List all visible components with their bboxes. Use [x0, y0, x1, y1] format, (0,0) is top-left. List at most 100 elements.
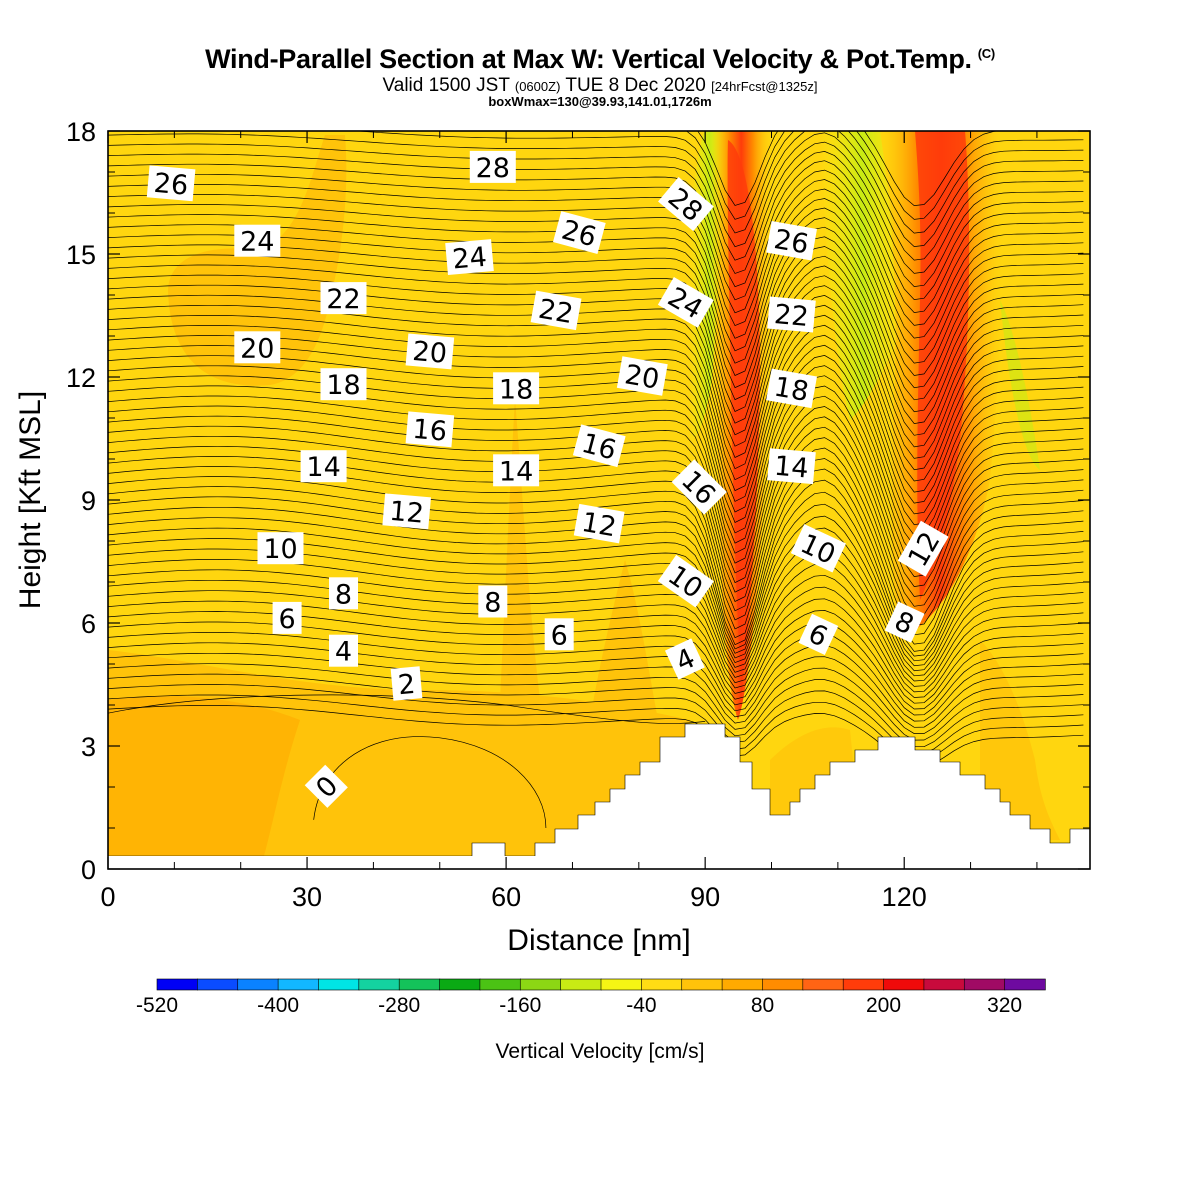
theta-contour-line — [108, 574, 1084, 693]
contour-label-box — [671, 459, 727, 515]
colorbar-swatch — [842, 978, 885, 991]
contour-label: 28 — [658, 176, 714, 232]
contour-label-box — [234, 331, 281, 364]
theta-contour-line — [108, 586, 1084, 698]
utc-time: (0600Z) — [514, 79, 561, 94]
contour-label-box — [766, 220, 818, 261]
theta-contour-line — [108, 304, 1084, 482]
contour-label: 14 — [300, 450, 347, 483]
colorbar-title: Vertical Velocity [cm/s] — [496, 1040, 705, 1063]
contour-label-box — [405, 333, 455, 370]
chart-subtitle: Valid 1500 JST (0600Z) TUE 8 Dec 2020 [2… — [0, 75, 1200, 97]
field-region — [108, 696, 300, 869]
contour-label-box — [657, 276, 714, 328]
theta-contour-line — [108, 652, 1084, 734]
contour-label: 18 — [320, 368, 367, 401]
field-region — [1000, 300, 1040, 470]
contour-label: 18 — [493, 372, 540, 405]
contour-label: 6 — [544, 618, 574, 651]
theta-contour-line — [697, 131, 1001, 206]
contour-label: 8 — [478, 585, 508, 619]
colorbar-swatch — [237, 978, 279, 991]
theta-contour-line — [108, 265, 1084, 436]
theta-contour-line — [108, 426, 1084, 607]
colorbar-tick-label: -160 — [499, 994, 541, 1017]
theta-contour-line — [108, 694, 706, 724]
contour-label-text: 20 — [622, 359, 661, 395]
x-tick-label: 30 — [292, 882, 322, 912]
x-tick-label: 120 — [882, 882, 927, 912]
contour-label-text: 16 — [411, 414, 448, 448]
contour-label-box — [320, 368, 367, 401]
contour-label-text: 18 — [499, 374, 533, 405]
colorbar-swatch — [318, 978, 360, 991]
contour-label-box — [573, 503, 625, 544]
y-tick-label: 18 — [66, 117, 96, 147]
field-region — [590, 560, 660, 730]
contour-label-box — [272, 601, 302, 634]
theta-contour-line — [108, 563, 1084, 687]
colorbar-swatch — [923, 978, 965, 991]
contour-label-box — [478, 585, 508, 618]
y-tick-label: 15 — [66, 240, 96, 270]
theta-contour-line — [108, 295, 1084, 471]
terrain-mask — [108, 723, 1090, 869]
box-info: boxWmax=130@39.93,141.01,1726m — [488, 94, 712, 109]
contour-label: 6 — [798, 613, 839, 656]
y-tick-label: 3 — [81, 732, 96, 762]
colorbar-tick-label: -280 — [378, 994, 420, 1017]
contour-label: 20 — [616, 356, 668, 396]
contour-label-box — [493, 454, 540, 487]
x-axis-title: Distance [nm] — [507, 924, 690, 957]
theta-contour-line — [108, 246, 1084, 413]
theta-contour-line — [108, 515, 1084, 667]
contour-label: 4 — [329, 634, 358, 668]
contour-label-text: 24 — [240, 227, 274, 258]
contour-label-text: 6 — [279, 604, 296, 635]
contour-label-text: 18 — [326, 370, 360, 401]
theta-contour-line — [108, 141, 1084, 274]
colorbar-swatch — [156, 978, 199, 991]
contour-label: 20 — [405, 333, 455, 370]
colorbar-swatch — [1004, 978, 1046, 991]
contour-label-box — [884, 601, 925, 643]
theta-contour-line — [108, 188, 1084, 339]
contour-label: 12 — [573, 503, 625, 544]
contour-label: 16 — [405, 411, 455, 448]
contour-label-text: 24 — [451, 242, 488, 276]
contour-label-box — [664, 638, 705, 680]
contour-label-text: 26 — [772, 224, 811, 260]
colorbar-tick-label: 200 — [866, 994, 901, 1017]
theta-contour-line — [108, 255, 1084, 424]
theta-contour-line — [108, 673, 1084, 748]
contour-label: 26 — [766, 220, 818, 261]
contour-label: 2 — [390, 666, 423, 701]
contour-label: 18 — [766, 368, 818, 409]
colorbar-swatch — [560, 978, 602, 991]
contour-label: 28 — [469, 150, 516, 184]
theta-contour-line — [108, 598, 1084, 704]
axes: 0 30 60 90 120 0 3 6 9 12 15 18 — [66, 117, 1090, 912]
contour-label-text: 14 — [499, 456, 533, 487]
contour-label: 22 — [767, 296, 816, 333]
contour-label-text: 28 — [476, 153, 510, 184]
theta-contour-line — [685, 131, 1084, 220]
y-axis-title: Height [Kft MSL] — [14, 391, 47, 609]
contour-label: 8 — [329, 577, 358, 610]
contour-label-box — [798, 613, 839, 656]
contour-label: 22 — [530, 290, 582, 331]
theta-contour-line — [108, 642, 1084, 728]
contour-label: 8 — [884, 601, 925, 643]
colorbar-swatch — [641, 978, 683, 991]
contour-label-box — [304, 764, 348, 808]
contour-label: 24 — [445, 239, 494, 276]
contour-label: 6 — [272, 601, 302, 635]
contour-label-text: 22 — [536, 294, 575, 330]
colorbar-swatch — [358, 978, 400, 991]
contour-label-text: 20 — [240, 333, 274, 364]
contour-label-text: 6 — [551, 620, 568, 651]
theta-contour-line — [108, 458, 1084, 636]
contour-label: 26 — [146, 165, 196, 202]
theta-contour-line — [108, 663, 1084, 741]
